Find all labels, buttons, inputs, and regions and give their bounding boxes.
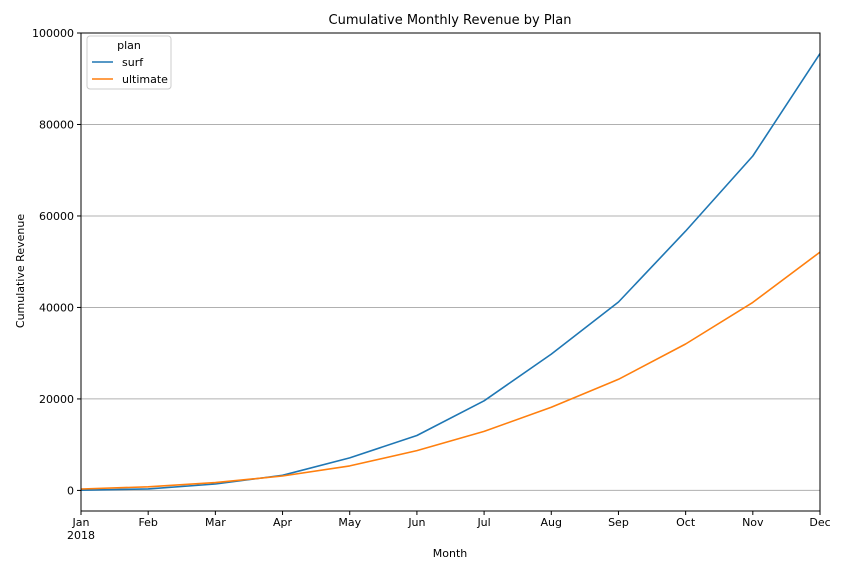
- grid: [81, 32, 820, 491]
- series-layer: [80, 53, 821, 491]
- legend: plan surf ultimate: [86, 35, 172, 90]
- series-line-ultimate: [80, 251, 821, 490]
- x-axis: Jan 2018 Feb Mar Apr May Jun Jul Aug Sep Oct Nov Dec: [67, 511, 831, 542]
- x-tick-label: Feb: [138, 516, 157, 529]
- x-tick-label: Dec: [809, 516, 830, 529]
- y-tick-label: 100000: [32, 27, 74, 40]
- y-tick-label: 60000: [39, 210, 74, 223]
- x-tick-label: Mar: [205, 516, 226, 529]
- y-tick-label: 80000: [39, 118, 74, 131]
- legend-box: [86, 35, 172, 90]
- x-axis-label: Month: [433, 547, 468, 560]
- chart-title: Cumulative Monthly Revenue by Plan: [329, 13, 572, 28]
- y-axis-label: Cumulative Revenue: [14, 214, 27, 328]
- y-tick-label: 0: [67, 484, 74, 497]
- y-tick-label: 20000: [39, 393, 74, 406]
- x-tick-label: Aug: [541, 516, 562, 529]
- x-tick-label: Apr: [273, 516, 293, 529]
- x-tick-label: May: [338, 516, 361, 529]
- x-tick-label: Jun: [407, 516, 425, 529]
- plot-area-frame: [80, 32, 821, 512]
- x-tick-label: Nov: [742, 516, 764, 529]
- x-tick-label: Sep: [608, 516, 629, 529]
- legend-label-ultimate: ultimate: [122, 73, 168, 86]
- x-tick-label: Oct: [676, 516, 696, 529]
- legend-label-surf: surf: [122, 56, 144, 69]
- x-tick-label: Jul: [476, 516, 490, 529]
- series-line-surf: [80, 53, 821, 491]
- y-axis: 0 20000 40000 60000 80000 100000: [32, 27, 81, 497]
- x-tick-label: Jan 2018: [67, 516, 95, 542]
- legend-title: plan: [117, 39, 141, 52]
- y-tick-label: 40000: [39, 301, 74, 314]
